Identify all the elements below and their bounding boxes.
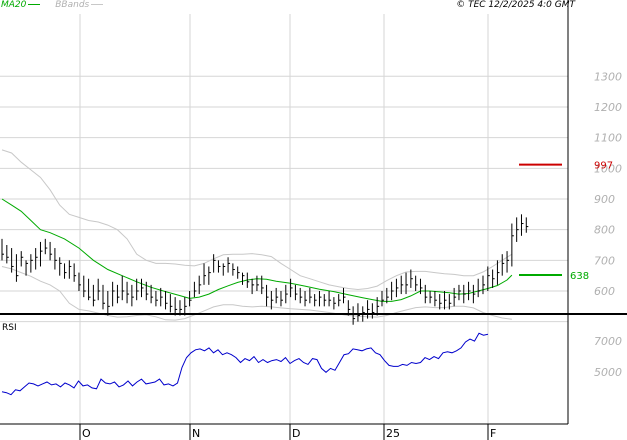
legend-bbands-label: BBands bbox=[55, 0, 90, 10]
x-tick-N: N bbox=[192, 427, 200, 440]
rsi-title: RSI bbox=[2, 323, 17, 333]
y-tick-900: 900 bbox=[594, 193, 615, 206]
x-tick-25: 25 bbox=[386, 427, 400, 440]
support-label: 638 bbox=[570, 271, 589, 282]
bbands-lower-line bbox=[1, 266, 512, 321]
legend-ma20-swatch bbox=[28, 4, 41, 5]
x-tick-F: F bbox=[490, 427, 496, 440]
y-tick-700: 700 bbox=[594, 254, 615, 267]
y-tick-800: 800 bbox=[594, 224, 615, 237]
bbands-upper-line bbox=[1, 149, 513, 291]
y-tick-1300: 1300 bbox=[594, 70, 622, 83]
rsi-y-tick-5000: 5000 bbox=[594, 366, 622, 379]
rsi-line bbox=[1, 332, 489, 396]
x-tick-O: O bbox=[82, 427, 91, 440]
y-tick-600: 600 bbox=[594, 285, 615, 298]
ma20-line bbox=[1, 198, 513, 302]
chart-legend: MA20 BBands bbox=[1, 0, 104, 11]
resistance-label: 997 bbox=[594, 161, 613, 172]
y-tick-1000: 1000 bbox=[594, 162, 622, 175]
legend-ma20-label: MA20 bbox=[1, 0, 27, 10]
legend-bbands-swatch bbox=[91, 4, 104, 5]
chart-copyright: © TEC 12/2/2025 4:0 GMT bbox=[456, 0, 575, 10]
x-tick-D: D bbox=[292, 427, 300, 440]
y-tick-1100: 1100 bbox=[594, 132, 622, 145]
y-tick-1200: 1200 bbox=[594, 101, 622, 114]
rsi-y-tick-7000: 7000 bbox=[594, 335, 622, 348]
